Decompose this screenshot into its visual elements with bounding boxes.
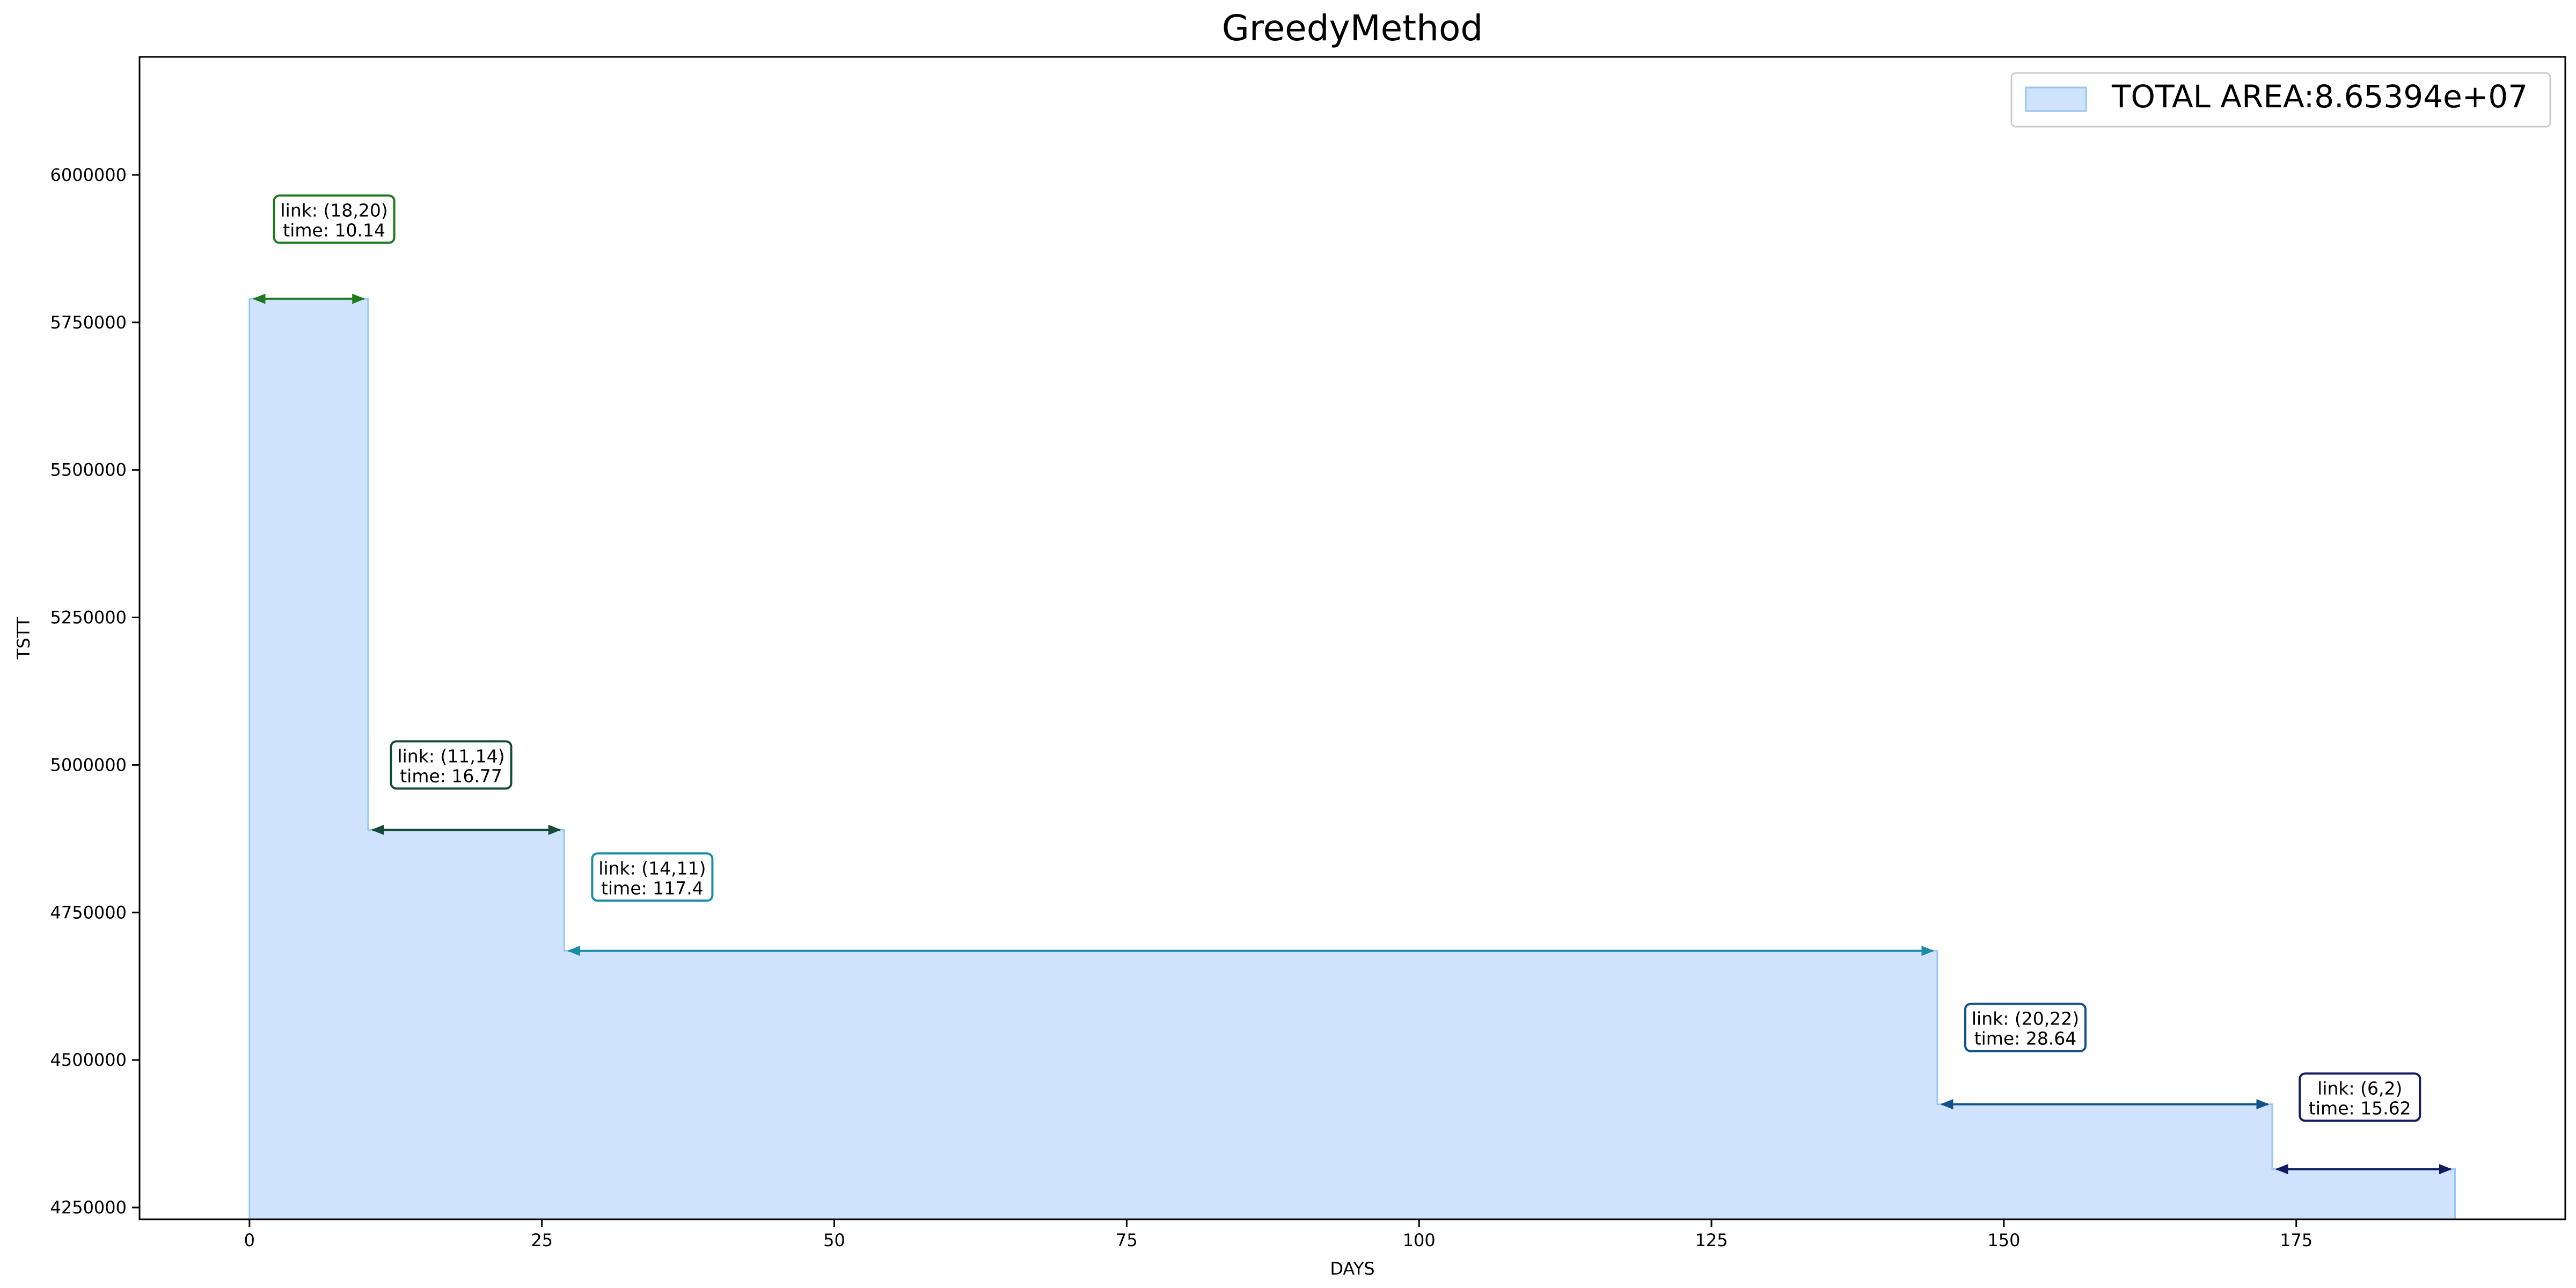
y-tick-label: 4250000 [50, 1197, 127, 1218]
annotation-time-label: time: 16.77 [400, 765, 502, 786]
x-tick-label: 125 [1695, 1230, 1728, 1250]
x-axis: 0 25 50 75 100 125 150 175 [244, 1219, 2312, 1250]
annotation-link-label: link: (11,14) [397, 745, 504, 766]
x-tick-label: 50 [823, 1230, 845, 1250]
annotation-box [2299, 1072, 2421, 1122]
legend-swatch [2025, 86, 2087, 112]
y-tick-label: 5000000 [50, 755, 127, 775]
x-tick-label: 75 [1116, 1230, 1138, 1250]
annotation-box [591, 852, 714, 902]
y-tick-label: 6000000 [50, 165, 127, 185]
annotation-time-label: time: 15.62 [2309, 1097, 2411, 1118]
y-tick-label: 5500000 [50, 460, 127, 480]
y-axis-label: TSTT [13, 617, 34, 660]
annotation-box [390, 740, 513, 790]
total-area-fill [248, 298, 2456, 1220]
legend: TOTAL AREA:8.65394e+07 [2010, 72, 2551, 128]
annotation-link-label: link: (18,20) [281, 200, 388, 221]
x-tick-label: 150 [1987, 1230, 2020, 1250]
x-tick-label: 25 [531, 1230, 553, 1250]
y-tick-label: 4500000 [50, 1050, 127, 1070]
legend-label: TOTAL AREA:8.65394e+07 [2111, 78, 2528, 115]
x-axis-label: DAYS [1330, 1258, 1374, 1279]
x-tick-label: 0 [244, 1230, 255, 1250]
x-tick-label: 175 [2280, 1230, 2312, 1250]
x-tick-label: 100 [1403, 1230, 1436, 1250]
chart-title: GreedyMethod [1222, 8, 1483, 49]
annotation-box [1964, 1002, 2087, 1052]
legend-box [2010, 72, 2551, 128]
annotation-box [273, 194, 396, 244]
y-axis: 4250000 4500000 4750000 5000000 5250000 55000… [50, 165, 140, 1218]
annotation-time-label: time: 10.14 [283, 219, 385, 240]
y-tick-label: 5250000 [50, 608, 127, 628]
y-tick-label: 4750000 [50, 902, 127, 923]
annotation-link-label: link: (6,2) [2317, 1078, 2402, 1099]
annotation-link-label: link: (14,11) [598, 858, 706, 879]
y-tick-label: 5750000 [50, 312, 127, 333]
annotation-time-label: time: 117.4 [601, 877, 704, 898]
annotation-time-label: time: 28.64 [1974, 1028, 2077, 1049]
annotation-link-label: link: (20,22) [1972, 1008, 2079, 1029]
plot-frame [138, 56, 2566, 1220]
